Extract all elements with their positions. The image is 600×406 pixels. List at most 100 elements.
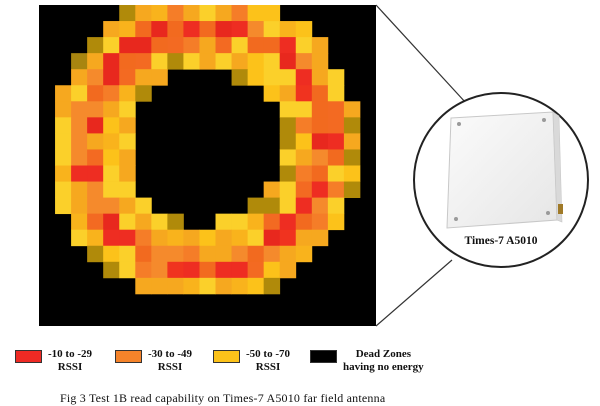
heatmap-cell bbox=[279, 245, 297, 263]
heatmap-cell bbox=[151, 229, 168, 247]
heatmap-cell bbox=[151, 53, 168, 70]
heatmap-cell bbox=[327, 101, 345, 118]
heatmap-cell bbox=[103, 165, 120, 182]
heatmap-cell bbox=[55, 149, 72, 166]
heatmap-cell bbox=[103, 261, 120, 279]
heatmap-cell bbox=[119, 261, 136, 279]
heatmap-cell bbox=[279, 69, 297, 86]
heatmap-cell bbox=[263, 21, 281, 38]
heatmap-cell bbox=[199, 229, 216, 247]
mount-screw-top-right bbox=[542, 118, 546, 122]
heatmap-cell bbox=[167, 277, 184, 295]
heatmap-cell bbox=[199, 277, 216, 295]
antenna-connector bbox=[558, 204, 563, 214]
heatmap-cell bbox=[183, 277, 200, 295]
heatmap-cell bbox=[263, 69, 281, 86]
heatmap-cell bbox=[199, 21, 216, 38]
heatmap-cell bbox=[231, 69, 249, 86]
legend-label: -10 to -29 RSSI bbox=[48, 348, 92, 373]
legend-label: -50 to -70 RSSI bbox=[246, 348, 290, 373]
heatmap-cell bbox=[135, 85, 152, 102]
heatmap-cell bbox=[327, 85, 345, 102]
heatmap-cell bbox=[279, 213, 297, 231]
heatmap-cell bbox=[343, 165, 361, 182]
heatmap-cell bbox=[279, 85, 297, 102]
heatmap-cell bbox=[119, 229, 136, 247]
heatmap-cell bbox=[231, 277, 249, 295]
heatmap-cell bbox=[263, 37, 281, 54]
heatmap-cell bbox=[119, 197, 136, 215]
heatmap-cell bbox=[135, 5, 152, 22]
heatmap-cell bbox=[183, 37, 200, 54]
heatmap-cell bbox=[55, 85, 72, 102]
heatmap-cell bbox=[167, 261, 184, 279]
heatmap-cell bbox=[71, 85, 88, 102]
legend-label: -30 to -49 RSSI bbox=[148, 348, 192, 373]
heatmap-cell bbox=[87, 69, 104, 86]
heatmap-cell bbox=[87, 101, 104, 118]
heatmap-cell bbox=[247, 5, 265, 22]
heatmap-cell bbox=[311, 213, 329, 231]
heatmap-cell bbox=[311, 165, 329, 182]
heatmap-cell bbox=[71, 229, 88, 247]
heatmap-cell bbox=[167, 229, 184, 247]
heatmap-cell bbox=[135, 245, 152, 263]
heatmap-cell bbox=[295, 213, 313, 231]
heatmap-cell bbox=[311, 37, 329, 54]
heatmap-cell bbox=[247, 37, 265, 54]
heatmap-cell bbox=[151, 213, 168, 231]
heatmap-cell bbox=[215, 277, 232, 295]
heatmap-cell bbox=[279, 229, 297, 247]
heatmap-cell bbox=[279, 149, 297, 166]
heatmap-cell bbox=[343, 149, 361, 166]
heatmap-cell bbox=[231, 5, 249, 22]
heatmap-cell bbox=[199, 53, 216, 70]
heatmap-cell bbox=[135, 53, 152, 70]
heatmap-cell bbox=[263, 277, 281, 295]
heatmap-cell bbox=[87, 229, 104, 247]
heatmap-cell bbox=[55, 197, 72, 215]
heatmap-cell bbox=[279, 165, 297, 182]
heatmap-cell bbox=[135, 69, 152, 86]
antenna-callout-circle: Times-7 A5010 bbox=[413, 92, 589, 268]
heatmap-cell bbox=[135, 261, 152, 279]
legend-item-high-rssi: -10 to -29 RSSI bbox=[15, 348, 92, 374]
heatmap-cell bbox=[311, 149, 329, 166]
heatmap-cell bbox=[199, 37, 216, 54]
heatmap-cell bbox=[55, 133, 72, 150]
heatmap-cell bbox=[103, 69, 120, 86]
legend-swatch-orange bbox=[115, 350, 142, 363]
heatmap-cell bbox=[103, 53, 120, 70]
heatmap-cell bbox=[199, 261, 216, 279]
figure-caption: Fig 3 Test 1B read capability on Times-7… bbox=[60, 391, 386, 405]
heatmap-cell bbox=[327, 197, 345, 215]
heatmap-cell bbox=[263, 229, 281, 247]
heatmap-cell bbox=[247, 277, 265, 295]
heatmap-cell bbox=[279, 21, 297, 38]
heatmap-cell bbox=[247, 69, 265, 86]
heatmap-cell bbox=[311, 181, 329, 198]
heatmap-cell bbox=[103, 133, 120, 150]
heatmap-cell bbox=[231, 53, 249, 70]
callout-line-bottom bbox=[375, 259, 453, 327]
heatmap-cell bbox=[87, 149, 104, 166]
heatmap-cell bbox=[119, 53, 136, 70]
heatmap-cell bbox=[87, 53, 104, 70]
heatmap-cell bbox=[183, 53, 200, 70]
heatmap-cell bbox=[295, 229, 313, 247]
heatmap-cell bbox=[119, 85, 136, 102]
heatmap-cell bbox=[167, 21, 184, 38]
heatmap-cell bbox=[295, 53, 313, 70]
heatmap-cell bbox=[311, 101, 329, 118]
heatmap-cell bbox=[199, 245, 216, 263]
heatmap-cell bbox=[151, 261, 168, 279]
heatmap-cell bbox=[215, 245, 232, 263]
heatmap-cell bbox=[119, 117, 136, 134]
heatmap-cell bbox=[215, 21, 232, 38]
heatmap-cell bbox=[327, 181, 345, 198]
heatmap-cell bbox=[103, 117, 120, 134]
heatmap-cell bbox=[215, 5, 232, 22]
heatmap-cell bbox=[71, 197, 88, 215]
heatmap-cell bbox=[119, 69, 136, 86]
heatmap-cell bbox=[279, 101, 297, 118]
